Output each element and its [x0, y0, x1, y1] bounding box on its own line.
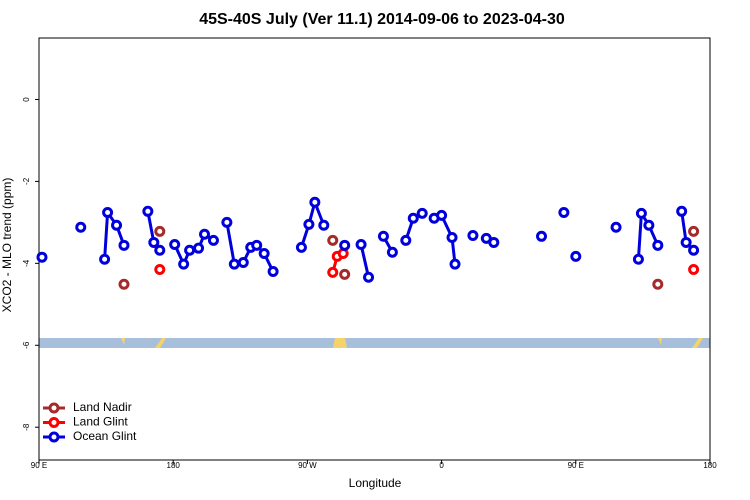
data-point [267, 266, 279, 278]
data-point [467, 229, 479, 241]
data-point [688, 263, 700, 275]
legend-marker [48, 402, 60, 414]
x-tick-label: 90 W [298, 461, 317, 470]
legend-label: Land Nadir [73, 400, 132, 414]
data-point [680, 236, 692, 248]
land [155, 338, 166, 348]
data-point [148, 236, 160, 248]
y-tick-label: 0 [22, 97, 31, 102]
series [36, 196, 700, 283]
data-point [386, 246, 398, 258]
data-point [228, 258, 240, 270]
data-point [303, 218, 315, 230]
legend-label: Ocean Glint [73, 429, 137, 443]
data-point [635, 207, 647, 219]
series [118, 225, 700, 290]
data-point [643, 219, 655, 231]
y-tick-label: -2 [22, 177, 31, 185]
ocean-strip [39, 338, 710, 348]
series-line [103, 208, 126, 260]
data-point [199, 228, 211, 240]
x-axis-label: Longitude [349, 476, 402, 490]
data-point [318, 219, 330, 231]
data-point [688, 225, 700, 237]
data-point [99, 253, 111, 265]
data-point [363, 271, 375, 283]
data-point [355, 238, 367, 250]
data-point [111, 219, 123, 231]
y-tick-label: -6 [22, 341, 31, 349]
series-line [359, 244, 370, 278]
data-point [178, 258, 190, 270]
y-axis-label: XCO2 - MLO trend (ppm) [0, 178, 14, 313]
data-point [169, 238, 181, 250]
data-point [558, 207, 570, 219]
x-tick-label: 180 [167, 461, 181, 470]
x-tick-label: 180 [703, 461, 717, 470]
data-point [676, 205, 688, 217]
y-tick-label: -4 [22, 259, 31, 267]
data-point [400, 234, 412, 246]
data-point [446, 232, 458, 244]
x-tick-label: 90 E [568, 461, 584, 470]
data-point [652, 239, 664, 251]
land [121, 338, 125, 345]
data-point [327, 266, 339, 278]
y-tick-label: -8 [22, 423, 31, 431]
data-point [237, 257, 249, 269]
data-point [207, 234, 219, 246]
x-tick-label: 0 [439, 461, 444, 470]
data-point [416, 207, 428, 219]
chart-title: 45S-40S July (Ver 11.1) 2014-09-06 to 20… [199, 11, 565, 28]
x-tick-label: 90 E [31, 461, 47, 470]
data-point [407, 212, 419, 224]
data-point [377, 230, 389, 242]
data-point [102, 207, 114, 219]
data-point [449, 258, 461, 270]
data-point [339, 239, 351, 251]
data-point [488, 236, 500, 248]
data-point [339, 268, 351, 280]
data-point [118, 239, 130, 251]
data-point [258, 248, 270, 260]
data-point [193, 242, 205, 254]
data-point [327, 234, 339, 246]
map-strip [39, 338, 710, 348]
data-point [610, 221, 622, 233]
data-point [295, 241, 307, 253]
data-point [688, 244, 700, 256]
land [692, 338, 703, 348]
series-line [300, 197, 326, 248]
data-point [337, 248, 349, 260]
data-point [154, 263, 166, 275]
data-point [221, 216, 233, 228]
data-point [251, 239, 263, 251]
data-point [536, 230, 548, 242]
legend-marker [48, 431, 60, 443]
data-point [154, 225, 166, 237]
data-point [652, 278, 664, 290]
plot-frame [38, 37, 711, 461]
data-point [36, 251, 48, 263]
data-point [570, 250, 582, 262]
data-point [436, 209, 448, 221]
data-point [632, 253, 644, 265]
legend-label: Land Glint [73, 415, 128, 429]
data-point [309, 196, 321, 208]
land [333, 338, 347, 348]
data-point [142, 205, 154, 217]
data-point [118, 278, 130, 290]
data-point [75, 221, 87, 233]
land [658, 338, 662, 345]
legend-marker [48, 417, 60, 428]
data-point [154, 244, 166, 256]
series-line [636, 208, 660, 260]
data-point [184, 244, 196, 256]
